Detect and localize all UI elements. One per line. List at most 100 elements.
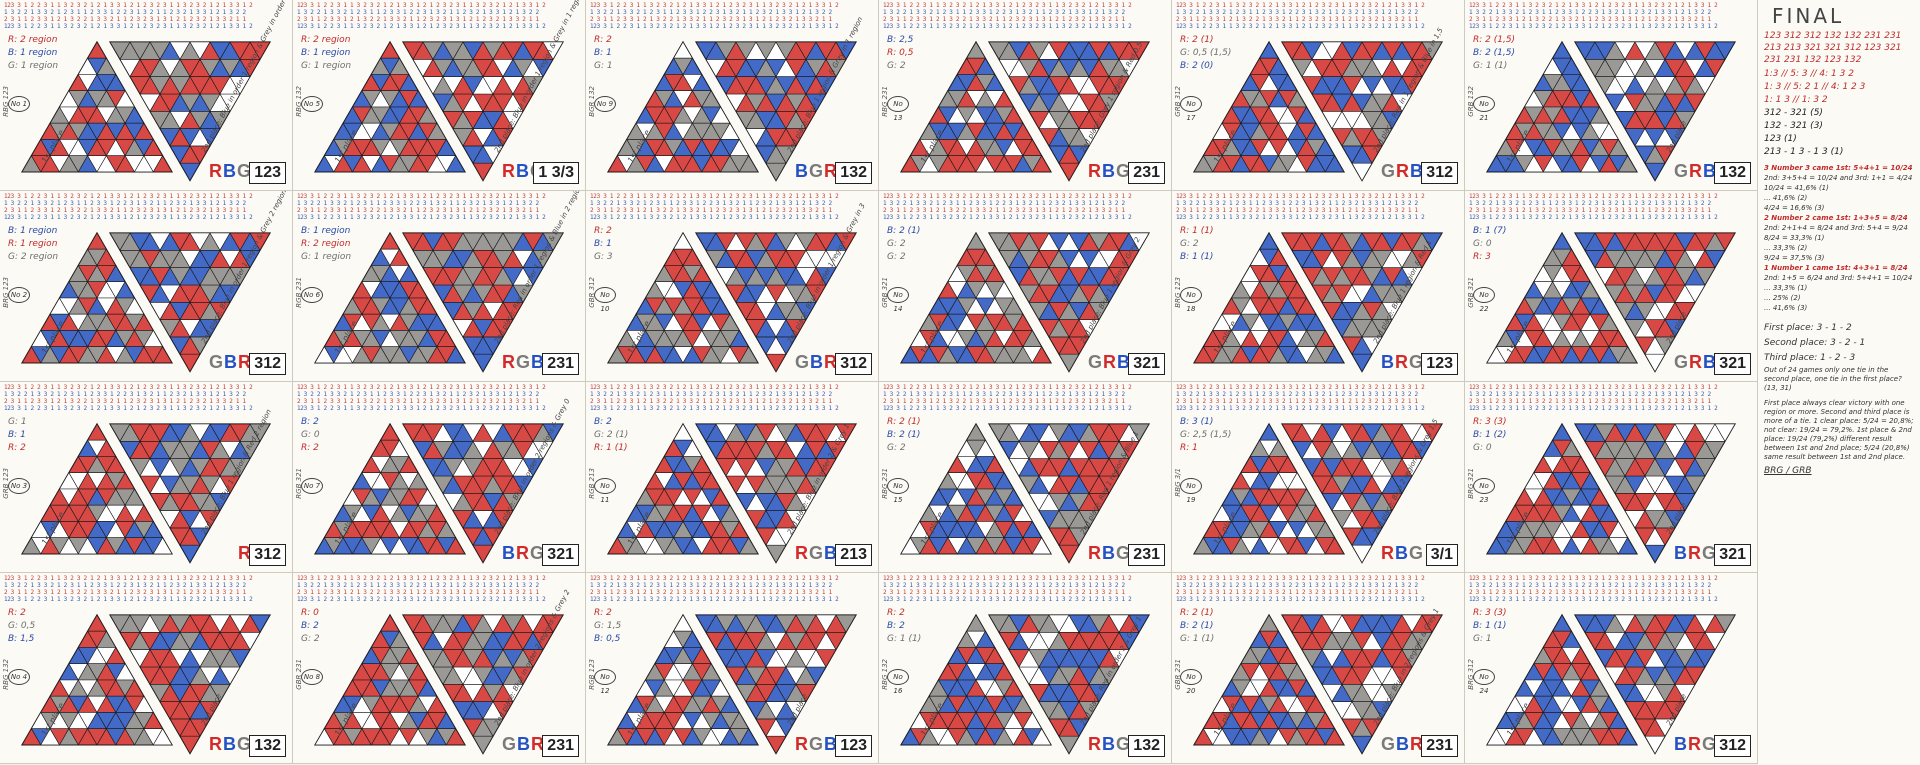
region-line: R: 2 <box>594 35 612 45</box>
final-notes: First place always clear victory with on… <box>1764 399 1914 461</box>
score-scribble: 123 3 1 2 2 3 1 1 3 2 3 2 1 2 1 3 3 1 2 … <box>1469 2 1718 9</box>
left-board-cell <box>966 41 986 59</box>
color-letter: B <box>1101 543 1116 563</box>
game-number: No 5 <box>301 96 323 112</box>
rank-box: 321 <box>1714 544 1751 566</box>
right-board-cell <box>835 232 857 251</box>
score-scribble: 123 3 1 2 2 3 1 1 3 2 3 2 1 2 1 3 3 1 2 … <box>297 596 546 603</box>
game-panel: 123 3 1 2 2 3 1 1 3 2 3 2 1 2 1 3 3 1 2 … <box>1172 573 1465 764</box>
left-board-cell <box>738 155 759 173</box>
left-board-cell <box>1552 41 1572 59</box>
score-scribble: 123 3 1 2 2 3 1 1 3 2 3 2 1 2 1 3 3 1 2 … <box>1176 384 1425 391</box>
color-letter: B <box>517 734 531 754</box>
color-letter: B <box>1673 543 1688 563</box>
rank-box: 123 <box>835 735 872 757</box>
score-scribble: 2 3 1 1 2 3 3 1 2 1 3 2 2 1 3 3 2 1 1 2 … <box>883 589 1125 596</box>
triangle-boards <box>1485 422 1737 564</box>
right-board-cell <box>1351 544 1373 564</box>
color-letter: G <box>808 543 824 563</box>
right-board-cell <box>249 423 271 442</box>
region-line: B: 1 region <box>8 226 58 236</box>
triangle-boards <box>606 613 858 755</box>
score-scribble: 2 3 1 1 2 3 3 1 2 1 3 2 2 1 3 3 2 1 1 2 … <box>1176 589 1418 596</box>
score-scribble: 2 3 1 1 2 3 3 1 2 1 3 2 2 1 3 3 2 1 1 2 … <box>4 589 246 596</box>
color-letter: G <box>501 734 517 754</box>
color-letter: G <box>529 543 545 563</box>
right-board-cell <box>472 735 494 755</box>
region-line: G: 2 <box>887 443 906 453</box>
game-panel: 123 3 1 2 2 3 1 1 3 2 3 2 1 2 1 3 3 1 2 … <box>293 0 586 191</box>
region-line: R: 1 (1) <box>1180 226 1214 236</box>
right-board-cell <box>835 41 857 60</box>
region-line: G: 1,5 <box>594 621 622 631</box>
triangle-boards <box>606 40 858 182</box>
region-line: B: 1,5 <box>8 634 35 644</box>
left-board-cell <box>1324 155 1345 173</box>
right-board-cell <box>1644 162 1666 182</box>
block-line: ... 25% (2) <box>1764 294 1801 302</box>
region-counts: B: 1 (7) G: 0 R: 3 <box>1473 225 1506 264</box>
color-letter: R <box>1103 352 1117 372</box>
score-scribble: 1 3 2 2 1 3 3 2 1 2 3 1 1 2 3 3 1 2 2 3 … <box>1469 200 1711 207</box>
left-board-cell <box>1259 614 1279 632</box>
rank-box: 312 <box>1714 735 1751 757</box>
left-board-cell <box>1259 232 1279 250</box>
final-sequence: 123 312 312 132 132 231 231 213 213 321 … <box>1764 31 1902 65</box>
region-line: B: 2 (1) <box>887 226 921 236</box>
score-scribble: 1 3 2 2 1 3 3 2 1 2 3 1 1 2 3 3 1 2 2 3 … <box>4 582 246 589</box>
score-scribble: 2 3 1 1 2 3 3 1 2 1 3 2 2 1 3 3 2 1 1 2 … <box>883 398 1125 405</box>
triangle-boards <box>313 613 565 755</box>
game-number: No 15 <box>887 478 909 504</box>
triangle-boards <box>1192 40 1444 182</box>
color-letter: R <box>794 734 809 754</box>
block-line: 8/24 = 33,3% (1) <box>1764 234 1825 242</box>
color-letter: B <box>1396 734 1410 754</box>
score-scribble: 123 3 1 2 2 3 1 1 3 2 3 2 1 2 1 3 3 1 2 … <box>1176 23 1425 30</box>
color-order: GBR <box>795 352 838 373</box>
score-scribble: 2 3 1 1 2 3 3 1 2 1 3 2 2 1 3 3 2 1 1 2 … <box>1176 207 1418 214</box>
left-board-cell <box>966 614 986 632</box>
score-scribble: 1 3 2 2 1 3 3 2 1 2 3 1 1 2 3 3 1 2 2 3 … <box>1469 582 1711 589</box>
score-scribble: 1 3 2 2 1 3 3 2 1 2 3 1 1 2 3 3 1 2 2 3 … <box>590 391 832 398</box>
final-title: FINAL <box>1772 4 1845 28</box>
game-panel: 123 3 1 2 2 3 1 1 3 2 3 2 1 2 1 3 3 1 2 … <box>879 0 1172 191</box>
right-board-cell <box>1058 353 1080 373</box>
right-board-cell <box>179 544 201 564</box>
score-scribble: 123 3 1 2 2 3 1 1 3 2 3 2 1 2 1 3 3 1 2 … <box>590 23 839 30</box>
left-board-cell <box>673 41 693 59</box>
triangle-boards <box>313 422 565 564</box>
region-line: B: 2 (1) <box>887 430 921 440</box>
right-board-cell <box>179 735 201 755</box>
game-number: No 3 <box>8 478 30 494</box>
rank-box: 321 <box>542 544 579 566</box>
left-board-cell <box>152 346 173 364</box>
right-board-cell <box>1058 735 1080 755</box>
score-scribble: 123 3 1 2 2 3 1 1 3 2 3 2 1 2 1 3 3 1 2 … <box>590 2 839 9</box>
rank-box: 231 <box>1128 544 1165 566</box>
right-board-cell <box>1714 423 1736 442</box>
block-line: ... 33,3% (2) <box>1764 244 1808 252</box>
color-letter: G <box>794 352 810 372</box>
right-board-cell <box>1351 735 1373 755</box>
color-letter: B <box>1410 161 1424 181</box>
region-counts: G: 1 B: 1 R: 2 <box>8 416 27 455</box>
region-line: R: 2 <box>301 443 319 453</box>
rank-box: 321 <box>1714 353 1751 375</box>
right-board-cell <box>765 735 787 755</box>
score-scribble: 123 3 1 2 2 3 1 1 3 2 3 2 1 2 1 3 3 1 2 … <box>1469 384 1718 391</box>
region-counts: R: 2 region B: 1 region G: 1 region <box>301 34 351 73</box>
score-scribble: 123 3 1 2 2 3 1 1 3 2 3 2 1 2 1 3 3 1 2 … <box>1469 193 1718 200</box>
score-scribble: 123 3 1 2 2 3 1 1 3 2 3 2 1 2 1 3 3 1 2 … <box>4 405 253 412</box>
right-board-cell <box>765 353 787 373</box>
places-note: Out of 24 games only one tie in the seco… <box>1764 366 1902 392</box>
rank-box: 132 <box>249 735 286 757</box>
region-line: B: 1 <box>8 430 26 440</box>
game-number: No 9 <box>594 96 616 112</box>
left-board-cell <box>445 728 466 746</box>
score-scribble: 123 3 1 2 2 3 1 1 3 2 3 2 1 2 1 3 3 1 2 … <box>4 384 253 391</box>
triangle-boards <box>1485 231 1737 373</box>
score-scribble: 1 3 2 2 1 3 3 2 1 2 3 1 1 2 3 3 1 2 2 3 … <box>590 9 832 16</box>
score-scribble: 123 3 1 2 2 3 1 1 3 2 3 2 1 2 1 3 3 1 2 … <box>590 193 839 200</box>
region-counts: B: 2 G: 0 R: 2 <box>301 416 320 455</box>
